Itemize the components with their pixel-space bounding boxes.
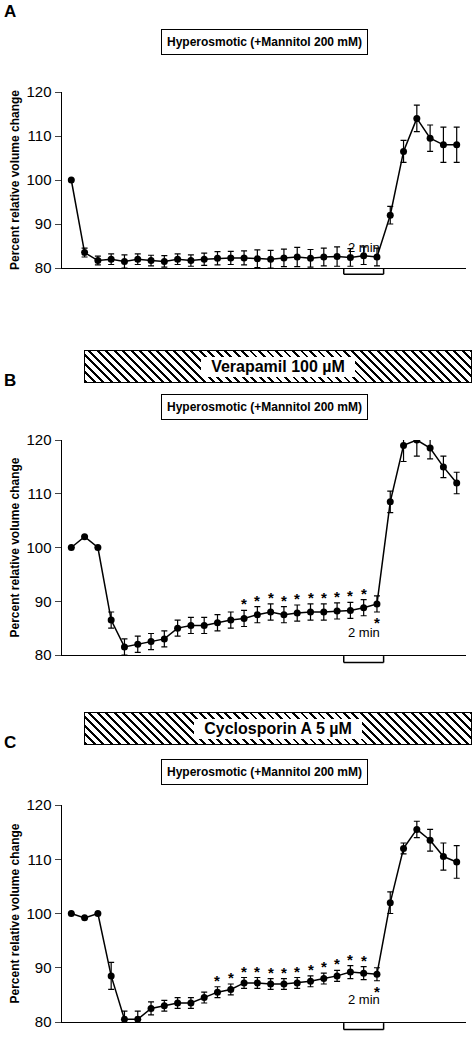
svg-text:*: *	[254, 963, 260, 980]
svg-text:Percent relative volume change: Percent relative volume change	[8, 90, 22, 270]
svg-text:*: *	[374, 614, 380, 631]
svg-text:100: 100	[26, 171, 51, 188]
svg-text:*: *	[254, 592, 260, 609]
svg-text:Percent relative volume change: Percent relative volume change	[8, 823, 22, 1003]
svg-text:100: 100	[26, 905, 51, 922]
svg-text:*: *	[268, 964, 274, 981]
svg-text:Hyperosmotic (+Mannitol 200 mM: Hyperosmotic (+Mannitol 200 mM)	[167, 400, 362, 414]
svg-text:2 min: 2 min	[348, 240, 380, 255]
svg-text:110: 110	[28, 127, 52, 144]
svg-text:*: *	[334, 955, 340, 972]
svg-text:*: *	[361, 585, 367, 602]
svg-text:80: 80	[35, 1013, 52, 1030]
svg-text:80: 80	[35, 259, 52, 276]
svg-text:*: *	[294, 590, 300, 607]
svg-text:*: *	[347, 587, 353, 604]
svg-text:*: *	[321, 958, 327, 975]
svg-text:110: 110	[28, 851, 52, 868]
svg-text:*: *	[347, 951, 353, 968]
svg-text:C: C	[4, 733, 16, 752]
svg-text:B: B	[4, 371, 16, 390]
svg-text:*: *	[361, 952, 367, 969]
svg-text:Hyperosmotic (+Mannitol 200 mM: Hyperosmotic (+Mannitol 200 mM)	[167, 35, 362, 49]
svg-text:*: *	[374, 983, 380, 1000]
svg-text:2 min: 2 min	[348, 992, 380, 1007]
svg-text:*: *	[294, 963, 300, 980]
svg-text:80: 80	[35, 646, 52, 663]
svg-text:*: *	[241, 963, 247, 980]
svg-text:2 min: 2 min	[348, 625, 380, 640]
svg-text:90: 90	[35, 959, 52, 976]
svg-text:120: 120	[26, 796, 51, 813]
svg-text:Percent relative volume change: Percent relative volume change	[8, 457, 22, 637]
svg-text:*: *	[268, 589, 274, 606]
svg-text:120: 120	[26, 431, 51, 448]
svg-text:*: *	[241, 595, 247, 612]
svg-text:*: *	[334, 588, 340, 605]
svg-text:*: *	[281, 592, 287, 609]
svg-text:*: *	[214, 972, 220, 989]
svg-text:Hyperosmotic (+Mannitol 200 mM: Hyperosmotic (+Mannitol 200 mM)	[167, 765, 362, 779]
html-text:Cyclosporin A 5 µM: Cyclosporin A 5 µM	[204, 719, 352, 737]
svg-text:*: *	[308, 961, 314, 978]
html-text:Verapamil 100 µM: Verapamil 100 µM	[211, 357, 345, 375]
svg-text:90: 90	[35, 215, 52, 232]
svg-text:*: *	[321, 589, 327, 606]
svg-text:*: *	[308, 589, 314, 606]
svg-text:A: A	[4, 2, 16, 21]
svg-text:120: 120	[26, 83, 51, 100]
svg-text:90: 90	[35, 593, 52, 610]
svg-text:*: *	[228, 969, 234, 986]
svg-text:*: *	[281, 964, 287, 981]
svg-text:110: 110	[28, 485, 52, 502]
svg-text:100: 100	[26, 539, 51, 556]
